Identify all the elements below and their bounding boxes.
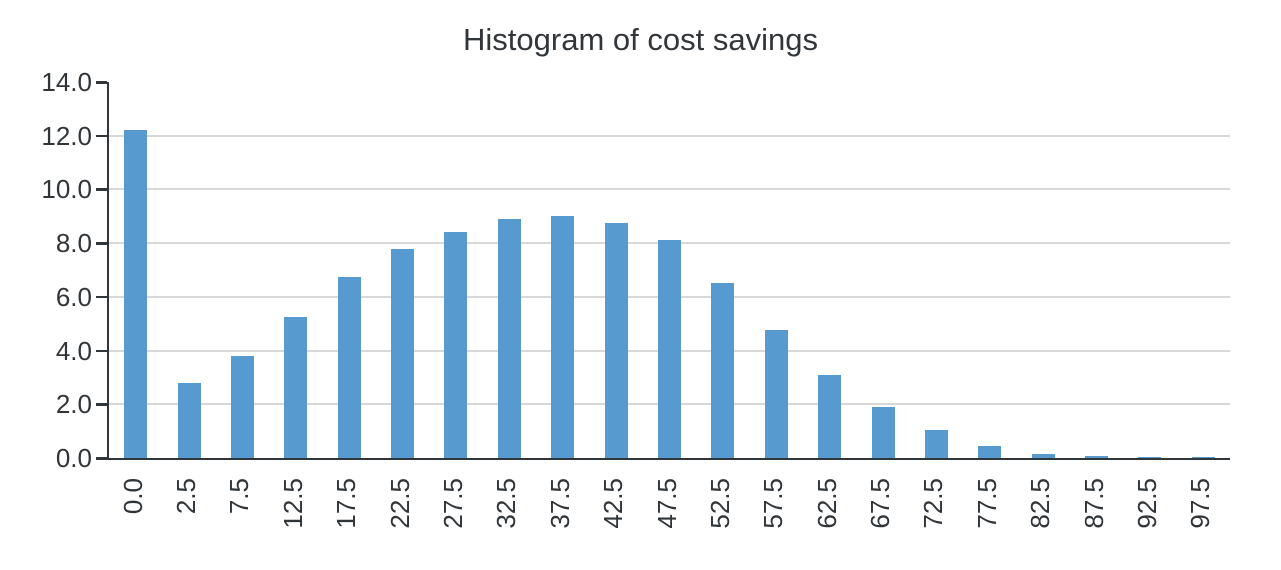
- y-tick-label-10.0: 10.0: [41, 174, 92, 205]
- y-tick-8.0: [96, 242, 107, 245]
- bar-42.5: [604, 223, 628, 458]
- bar-47.5: [658, 240, 681, 458]
- x-tick-label-62.5: 62.5: [811, 478, 842, 529]
- bar-2.5: [177, 382, 201, 458]
- y-tick-6.0: [96, 295, 107, 299]
- x-tick-label-12.5: 12.5: [277, 478, 308, 529]
- y-tick-label-0.0: 0.0: [55, 443, 92, 473]
- x-tick-label-42.5: 42.5: [598, 478, 629, 529]
- x-tick-label-17.5: 17.5: [331, 478, 362, 529]
- y-tick-label-2.0: 2.0: [55, 389, 92, 420]
- chart-title: Histogram of cost savings: [463, 22, 818, 57]
- plot-area: [107, 82, 1230, 460]
- bar-0.0: [124, 130, 148, 458]
- x-tick-label-7.5: 7.5: [224, 478, 255, 515]
- x-tick-label-0.0: 0.0: [117, 478, 148, 515]
- y-tick-label-12.0: 12.0: [41, 120, 92, 151]
- x-tick-label-92.5: 92.5: [1131, 478, 1162, 529]
- bar-87.5: [1085, 456, 1109, 458]
- x-tick-label-67.5: 67.5: [865, 478, 896, 529]
- x-tick-label-82.5: 82.5: [1025, 478, 1056, 529]
- x-tick-label-87.5: 87.5: [1078, 478, 1109, 529]
- x-tick-label-97.5: 97.5: [1185, 478, 1216, 529]
- bar-22.5: [391, 248, 415, 458]
- y-tick-label-8.0: 8.0: [55, 228, 92, 259]
- gridline-12: [109, 134, 1230, 137]
- bar-92.5: [1138, 457, 1162, 458]
- bar-27.5: [444, 232, 468, 458]
- bar-57.5: [764, 330, 788, 458]
- gridline-10: [109, 188, 1230, 191]
- x-tick-label-47.5: 47.5: [651, 478, 682, 529]
- bar-7.5: [230, 355, 254, 458]
- y-tick-label-14.0: 14.0: [41, 67, 92, 97]
- y-tick-10.0: [96, 188, 107, 191]
- x-tick-label-22.5: 22.5: [384, 478, 415, 529]
- x-axis: 0.0 2.5 7.5 12.5 17.5 22.5 27.5 32.5 37.5 42.5 47.…: [107, 478, 1228, 566]
- y-tick-label-4.0: 4.0: [55, 335, 92, 366]
- y-tick-0.0: [96, 457, 107, 460]
- bar-17.5: [337, 276, 361, 458]
- bar-67.5: [871, 406, 895, 458]
- bar-62.5: [818, 374, 842, 458]
- bar-37.5: [551, 216, 575, 458]
- bar-77.5: [978, 445, 1002, 458]
- bar-12.5: [284, 317, 308, 458]
- bar-97.5: [1191, 457, 1215, 458]
- x-tick-label-77.5: 77.5: [971, 478, 1002, 529]
- x-tick-label-37.5: 37.5: [544, 478, 575, 529]
- x-tick-label-27.5: 27.5: [437, 478, 468, 529]
- y-tick-14.0: [96, 81, 107, 84]
- x-tick-label-2.5: 2.5: [171, 478, 202, 515]
- bar-72.5: [924, 429, 948, 458]
- bar-82.5: [1031, 453, 1055, 458]
- x-tick-label-52.5: 52.5: [704, 478, 735, 529]
- y-tick-12.0: [96, 134, 107, 138]
- y-tick-2.0: [96, 403, 107, 406]
- x-tick-label-72.5: 72.5: [918, 478, 949, 529]
- y-tick-label-6.0: 6.0: [55, 281, 92, 312]
- bar-52.5: [711, 283, 735, 458]
- x-tick-label-32.5: 32.5: [491, 478, 522, 529]
- x-tick-label-57.5: 57.5: [758, 478, 789, 529]
- y-tick-4.0: [96, 349, 107, 353]
- bar-32.5: [497, 218, 521, 458]
